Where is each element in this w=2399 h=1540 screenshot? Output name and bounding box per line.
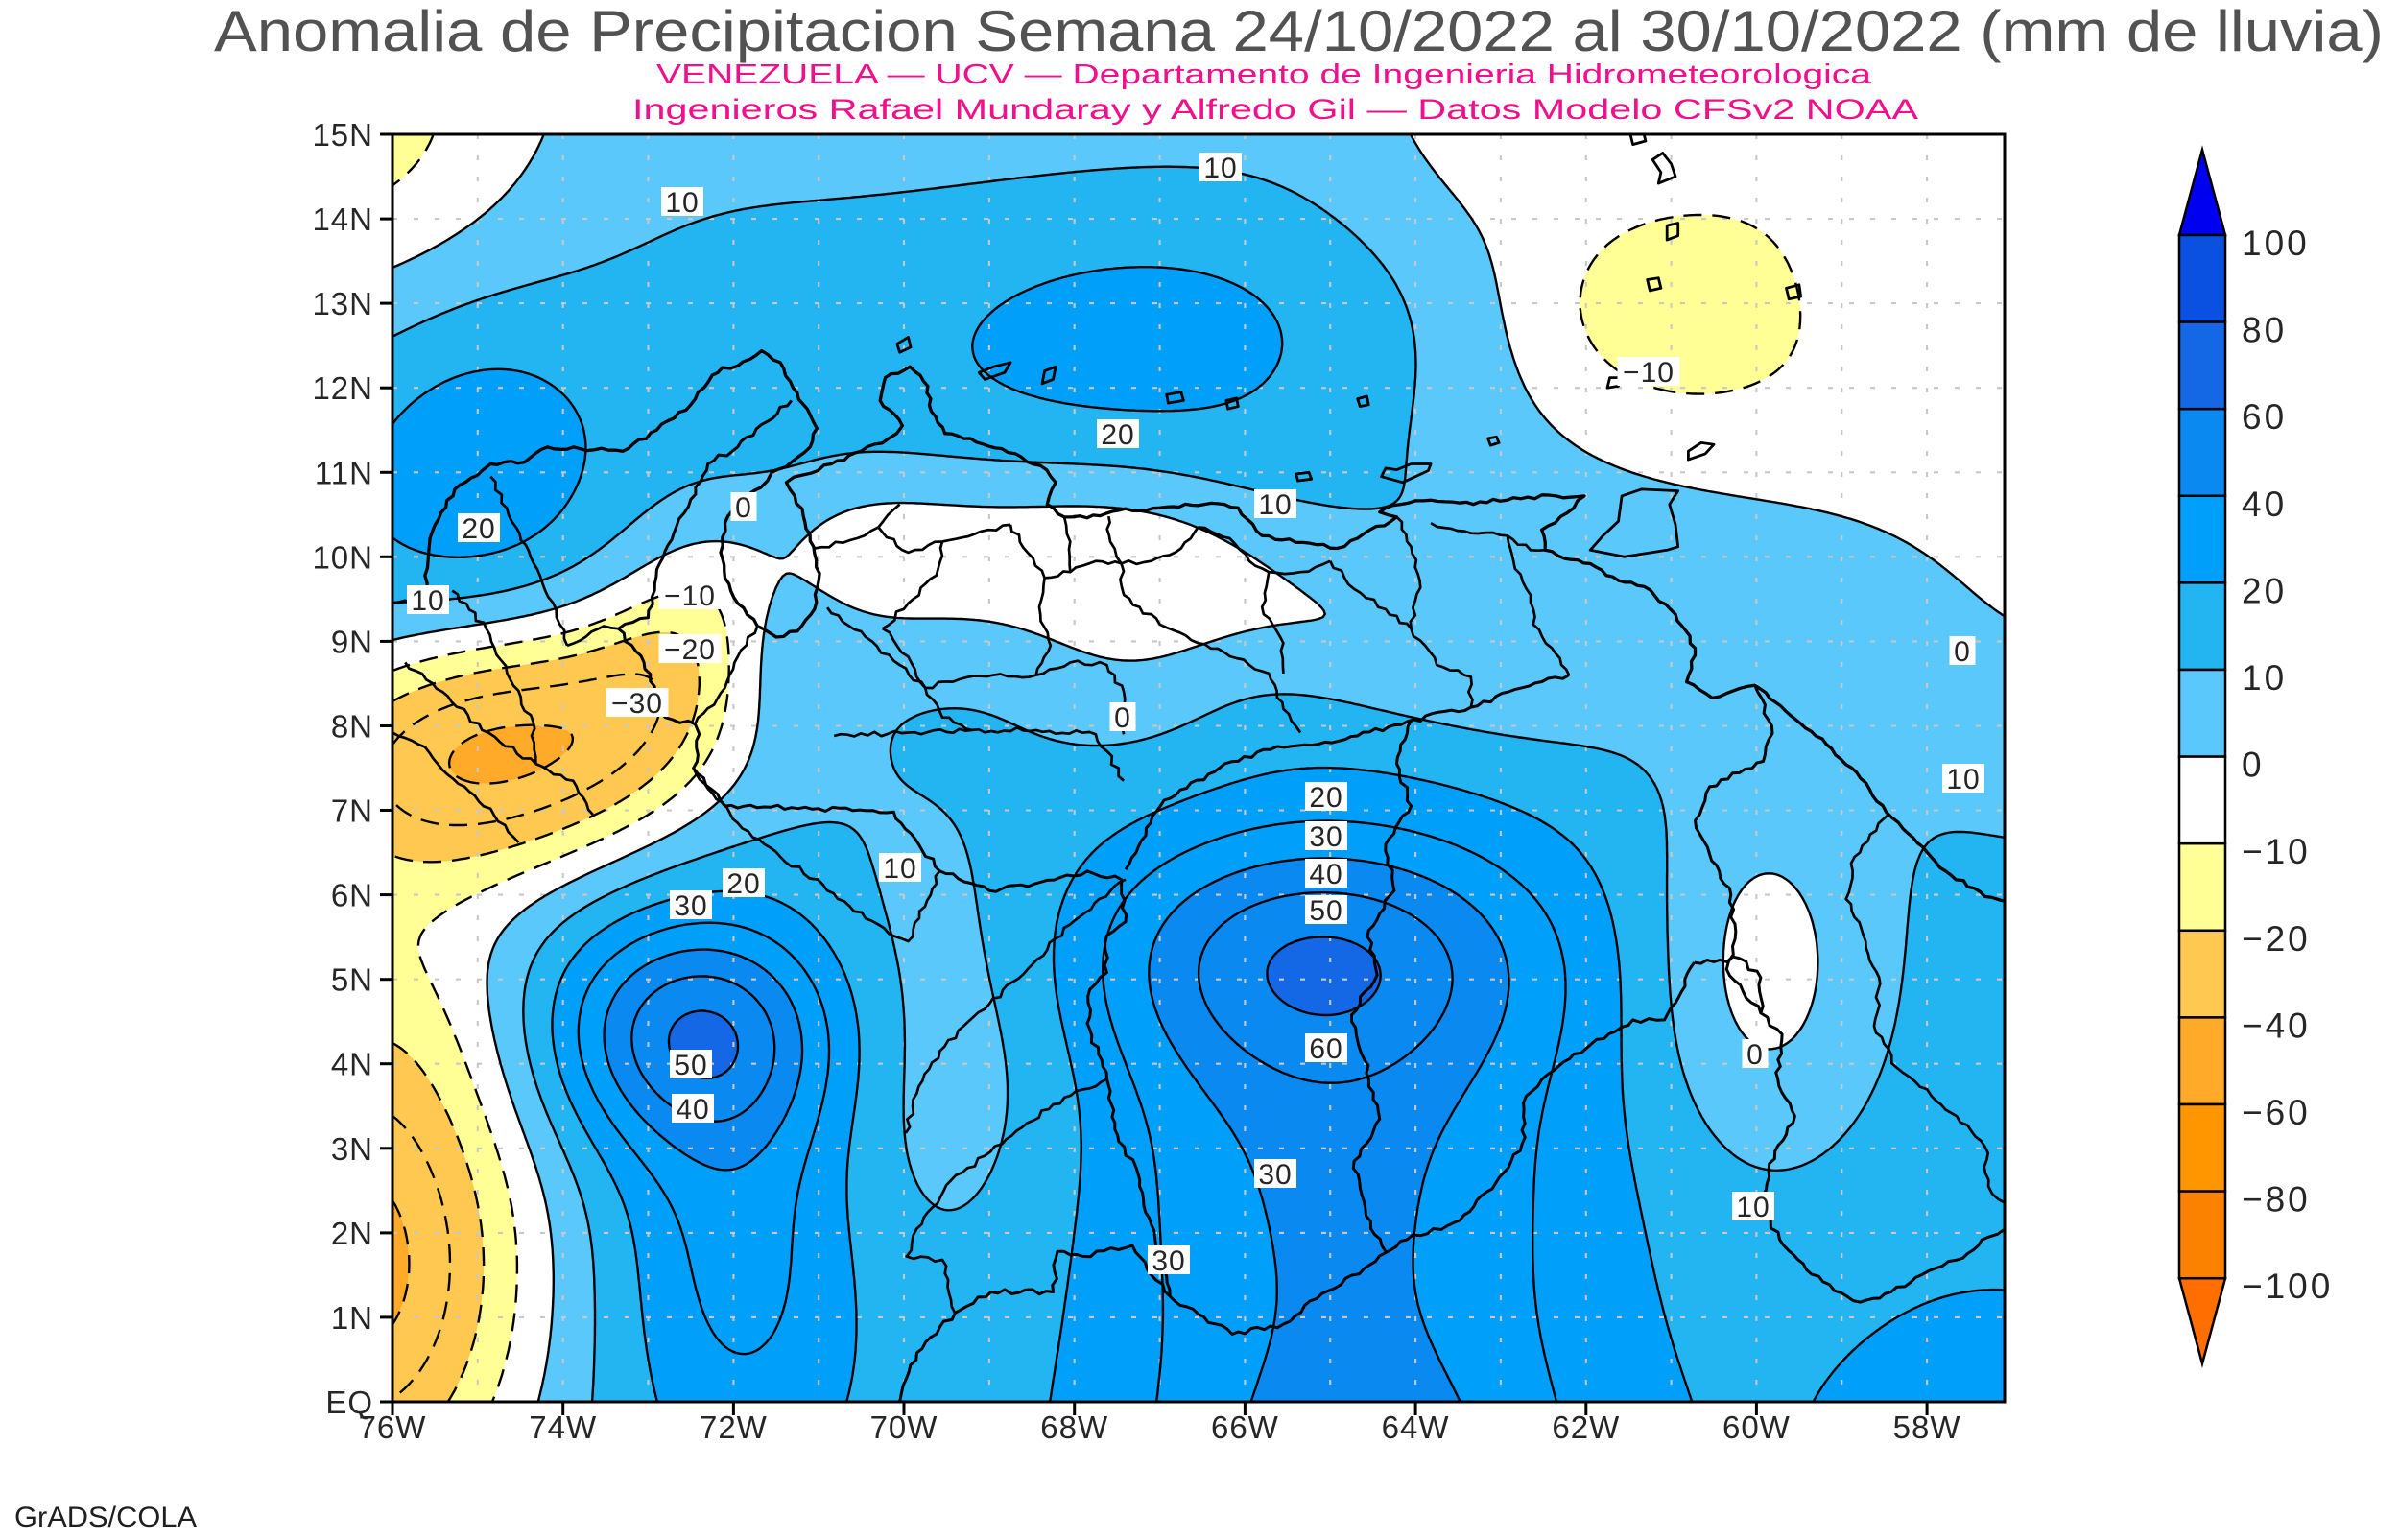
svg-text:10N: 10N	[312, 539, 373, 575]
svg-text:1N: 1N	[331, 1300, 373, 1336]
svg-text:13N: 13N	[312, 286, 373, 321]
svg-text:0: 0	[2242, 746, 2265, 785]
svg-text:12N: 12N	[312, 370, 373, 406]
svg-text:−10: −10	[1623, 357, 1675, 389]
svg-text:−100: −100	[2242, 1267, 2333, 1306]
svg-text:−10: −10	[2242, 832, 2311, 871]
svg-text:20: 20	[1309, 782, 1342, 814]
svg-text:0: 0	[1746, 1039, 1764, 1071]
svg-text:20: 20	[2242, 571, 2287, 610]
svg-text:−80: −80	[2242, 1180, 2311, 1220]
svg-text:11N: 11N	[315, 455, 373, 490]
svg-text:10: 10	[1203, 153, 1237, 184]
svg-text:60: 60	[1309, 1033, 1342, 1065]
svg-text:2N: 2N	[331, 1216, 373, 1251]
svg-text:GrADS/COLA: GrADS/COLA	[14, 1502, 197, 1533]
svg-text:72W: 72W	[700, 1410, 768, 1445]
svg-text:−20: −20	[2242, 919, 2311, 959]
svg-text:74W: 74W	[529, 1410, 597, 1445]
svg-text:3N: 3N	[331, 1131, 373, 1167]
svg-text:9N: 9N	[331, 624, 373, 659]
svg-text:10: 10	[2242, 658, 2287, 698]
svg-text:50: 50	[1309, 895, 1342, 927]
svg-text:5N: 5N	[331, 962, 373, 998]
svg-text:30: 30	[674, 890, 707, 922]
svg-text:62W: 62W	[1552, 1410, 1620, 1445]
svg-text:VENEZUELA — UCV — Departamento: VENEZUELA — UCV — Departamento de Ingeni…	[656, 59, 1872, 90]
svg-text:100: 100	[2242, 224, 2310, 263]
svg-text:40: 40	[2242, 485, 2287, 524]
svg-text:6N: 6N	[331, 878, 373, 913]
svg-text:−60: −60	[2242, 1093, 2311, 1132]
svg-text:−10: −10	[664, 580, 716, 612]
svg-text:Ingenieros Rafael Mundaray y A: Ingenieros Rafael Mundaray y Alfredo Gil…	[632, 94, 1918, 126]
svg-text:10: 10	[883, 853, 916, 885]
svg-text:60: 60	[2242, 397, 2287, 437]
svg-text:10: 10	[1258, 489, 1292, 521]
svg-text:30: 30	[1152, 1245, 1185, 1277]
svg-text:40: 40	[676, 1094, 709, 1125]
svg-text:80: 80	[2242, 311, 2287, 350]
svg-text:40: 40	[1309, 859, 1342, 890]
svg-text:−20: −20	[664, 634, 716, 666]
svg-text:68W: 68W	[1040, 1410, 1108, 1445]
svg-text:10: 10	[411, 585, 444, 617]
svg-text:14N: 14N	[312, 201, 373, 237]
svg-text:58W: 58W	[1893, 1410, 1961, 1445]
svg-text:60W: 60W	[1722, 1410, 1791, 1445]
svg-text:4N: 4N	[331, 1047, 373, 1082]
svg-text:10: 10	[665, 187, 699, 219]
svg-text:10: 10	[1736, 1192, 1770, 1223]
svg-text:10: 10	[1946, 764, 1980, 795]
svg-text:0: 0	[1114, 702, 1131, 734]
svg-text:30: 30	[1258, 1159, 1292, 1191]
svg-text:−40: −40	[2242, 1006, 2311, 1045]
svg-text:7N: 7N	[331, 794, 373, 829]
svg-text:30: 30	[1309, 821, 1342, 853]
svg-text:70W: 70W	[870, 1410, 938, 1445]
svg-text:64W: 64W	[1382, 1410, 1450, 1445]
svg-text:20: 20	[1101, 419, 1134, 451]
svg-text:EQ: EQ	[325, 1385, 373, 1420]
svg-text:20: 20	[726, 868, 760, 900]
svg-text:Anomalia de Precipitacion Sema: Anomalia de Precipitacion Semana 24/10/2…	[214, 0, 2384, 63]
svg-text:66W: 66W	[1211, 1410, 1279, 1445]
svg-text:0: 0	[735, 492, 752, 524]
svg-text:50: 50	[674, 1050, 707, 1081]
svg-text:8N: 8N	[331, 709, 373, 745]
svg-text:76W: 76W	[359, 1410, 427, 1445]
svg-text:0: 0	[1954, 636, 1971, 668]
svg-text:15N: 15N	[312, 117, 373, 153]
svg-text:−30: −30	[611, 688, 663, 720]
svg-text:20: 20	[462, 513, 495, 545]
